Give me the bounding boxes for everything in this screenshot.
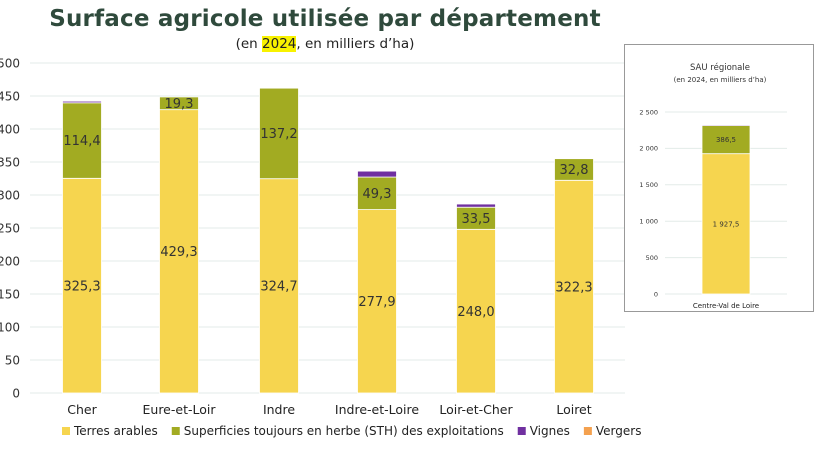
legend-swatch — [517, 427, 526, 435]
data-label: 248,0 — [457, 305, 494, 320]
y-tick-label: 450 — [0, 89, 20, 103]
legend-label: Vergers — [596, 424, 642, 438]
category-label: Indre-et-Loire — [335, 402, 419, 417]
bar-segment — [62, 177, 102, 394]
subtitle-prefix: (en — [235, 36, 263, 52]
y-tick-label: 50 — [5, 353, 20, 367]
bar-segment — [357, 170, 397, 178]
bar-segment — [259, 87, 299, 180]
data-label: 386,5 — [716, 136, 736, 144]
y-tick-label: 400 — [0, 122, 20, 136]
y-tick-label: 0 — [654, 290, 658, 298]
data-label: 1 927,5 — [713, 220, 740, 228]
y-tick-label: 150 — [0, 287, 20, 301]
y-tick-label: 1 500 — [639, 181, 658, 189]
category-label: Cher — [67, 402, 97, 417]
data-label: 32,8 — [560, 163, 589, 178]
y-tick-label: 350 — [0, 155, 20, 169]
data-label: 114,4 — [63, 134, 100, 149]
y-tick-label: 300 — [0, 188, 20, 202]
y-tick-label: 250 — [0, 221, 20, 235]
bar-segment — [62, 102, 102, 179]
data-label: 429,3 — [160, 245, 197, 260]
category-label: Loiret — [556, 402, 591, 417]
bar-segment — [259, 178, 299, 394]
y-tick-label: 500 — [0, 56, 20, 70]
y-tick-label: 2 000 — [639, 145, 658, 153]
y-tick-label: 100 — [0, 320, 20, 334]
legend-swatch — [62, 427, 70, 435]
subtitle-year: 2024 — [262, 36, 297, 52]
category-label: Eure-et-Loir — [143, 402, 217, 417]
bar-segment — [701, 153, 751, 295]
bar-segment — [456, 203, 496, 208]
bar-segment — [554, 179, 594, 394]
chart-subtitle: (en 2024, en milliers d’ha) — [0, 36, 650, 52]
bar-segment — [159, 96, 199, 111]
chart-title: Surface agricole utilisée par départemen… — [49, 6, 601, 32]
data-label: 277,9 — [358, 295, 395, 310]
data-label: 49,3 — [363, 187, 392, 202]
category-label: Loir-et-Cher — [439, 402, 513, 417]
bar-segment — [456, 228, 496, 394]
legend-label: Vignes — [530, 424, 570, 438]
legend-label: Terres arables — [73, 424, 158, 438]
y-tick-label: 1 000 — [639, 218, 658, 226]
bar-segment — [159, 109, 199, 394]
data-label: 137,2 — [260, 127, 297, 142]
legend-label: Superficies toujours en herbe (STH) des … — [184, 424, 504, 438]
data-label: 325,3 — [63, 279, 100, 294]
regional-inset: SAU régionale (en 2024, en milliers d’ha)… — [624, 44, 814, 312]
y-tick-label: 2 500 — [639, 108, 658, 116]
data-label: 324,7 — [260, 279, 297, 294]
data-label: 322,3 — [555, 280, 592, 295]
y-tick-label: 500 — [646, 254, 658, 262]
bar-segment — [357, 176, 397, 210]
inset-subtitle: (en 2024, en milliers d’ha) — [674, 76, 767, 84]
y-tick-label: 0 — [12, 386, 20, 400]
legend-swatch — [171, 427, 180, 435]
regional-chart: SAU régionale (en 2024, en milliers d’ha)… — [639, 62, 787, 310]
bar-segment — [357, 209, 397, 394]
category-label: Centre-Val de Loire — [693, 302, 759, 310]
inset-title: SAU régionale — [690, 62, 750, 73]
data-label: 33,5 — [462, 212, 491, 227]
legend-swatch — [583, 427, 592, 435]
category-label: Indre — [263, 402, 295, 417]
subtitle-suffix: , en milliers d’ha) — [296, 36, 415, 52]
y-tick-label: 200 — [0, 254, 20, 268]
data-label: 19,3 — [165, 97, 194, 112]
